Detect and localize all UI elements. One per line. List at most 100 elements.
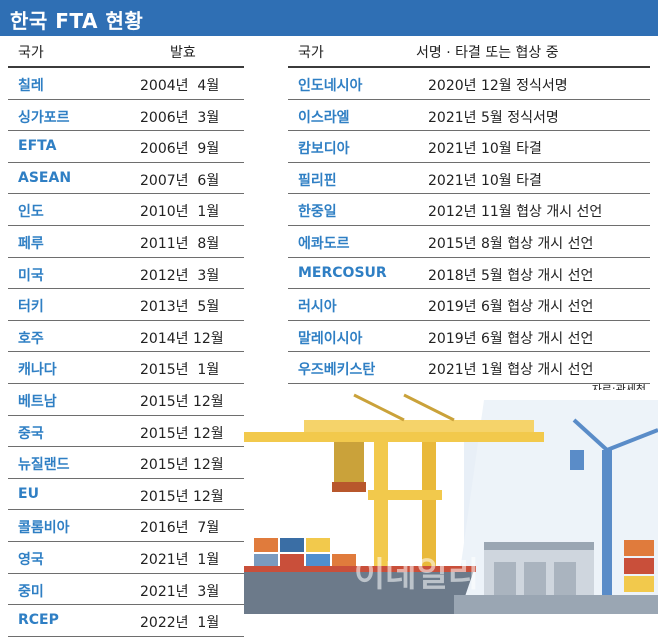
page-title: 한국 FTA 현황 bbox=[10, 9, 144, 33]
country-name: RCEP bbox=[18, 612, 59, 629]
table-row: 베트남 2015년 12월 bbox=[8, 384, 244, 416]
country-name: 중국 bbox=[18, 425, 44, 442]
title-bar: 한국 FTA 현황 bbox=[0, 0, 658, 36]
table-row: 우즈베키스탄 2021년 1월 협상 개시 선언 bbox=[288, 352, 650, 384]
table-row: MERCOSUR 2018년 5월 협상 개시 선언 bbox=[288, 258, 650, 290]
country-name: 우즈베키스탄 bbox=[298, 362, 376, 379]
country-name: MERCOSUR bbox=[298, 264, 387, 281]
status-text: 2018년 5월 협상 개시 선언 bbox=[428, 267, 594, 284]
effective-date: 2016년 7월 bbox=[140, 520, 220, 537]
status-text: 2019년 6월 협상 개시 선언 bbox=[428, 299, 594, 316]
table-row: EFTA 2006년 9월 bbox=[8, 131, 244, 163]
effective-date: 2015년 12월 bbox=[140, 488, 224, 505]
effective-date-column-header: 발효 bbox=[170, 45, 196, 61]
country-column-header: 국가 bbox=[18, 45, 44, 61]
effective-date: 2015년 12월 bbox=[140, 425, 224, 442]
table-row: 콜롬비아 2016년 7월 bbox=[8, 510, 244, 542]
effective-date: 2021년 1월 bbox=[140, 551, 220, 568]
country-name: 터키 bbox=[18, 299, 44, 316]
container-stack bbox=[254, 538, 654, 592]
watermark-text: 이데일리 bbox=[354, 555, 479, 595]
effective-date: 2013년 5월 bbox=[140, 299, 220, 316]
table-row: ASEAN 2007년 6월 bbox=[8, 163, 244, 195]
status-text: 2021년 10월 타결 bbox=[428, 172, 542, 189]
status-column-header: 서명 · 타결 또는 협상 중 bbox=[416, 45, 559, 61]
table-row: 영국 2021년 1월 bbox=[8, 542, 244, 574]
table-row: 중국 2015년 12월 bbox=[8, 416, 244, 448]
effective-date: 2015년 1월 bbox=[140, 362, 220, 379]
table-row: 싱가포르 2006년 3월 bbox=[8, 100, 244, 132]
table-row: EU 2015년 12월 bbox=[8, 479, 244, 511]
table-row: 뉴질랜드 2015년 12월 bbox=[8, 447, 244, 479]
table-row: 캐나다 2015년 1월 bbox=[8, 352, 244, 384]
country-name: 콜롬비아 bbox=[18, 520, 70, 537]
table-row: 호주 2014년 12월 bbox=[8, 321, 244, 353]
country-name: 캐나다 bbox=[18, 362, 57, 379]
table-row: 칠레 2004년 4월 bbox=[8, 68, 244, 100]
status-text: 2015년 8월 협상 개시 선언 bbox=[428, 235, 594, 252]
country-name: 호주 bbox=[18, 330, 44, 347]
table-row: 이스라엘 2021년 5월 정식서명 bbox=[288, 100, 650, 132]
country-name: EFTA bbox=[18, 138, 57, 155]
country-name: 필리핀 bbox=[298, 172, 337, 189]
country-name: 싱가포르 bbox=[18, 109, 70, 126]
table-row: 에콰도르 2015년 8월 협상 개시 선언 bbox=[288, 226, 650, 258]
table-row: 러시아 2019년 6월 협상 개시 선언 bbox=[288, 289, 650, 321]
country-name: 말레이시아 bbox=[298, 330, 363, 347]
effective-date: 2004년 4월 bbox=[140, 78, 220, 94]
country-name: ASEAN bbox=[18, 169, 72, 186]
effective-date: 2007년 6월 bbox=[140, 172, 220, 189]
effective-date: 2011년 8월 bbox=[140, 235, 220, 252]
table-row: 인도 2010년 1월 bbox=[8, 194, 244, 226]
country-name: 칠레 bbox=[18, 78, 44, 94]
country-name: 중미 bbox=[18, 583, 44, 600]
table-row: 인도네시아 2020년 12월 정식서명 bbox=[288, 68, 650, 100]
table-row: 터키 2013년 5월 bbox=[8, 289, 244, 321]
effective-date: 2014년 12월 bbox=[140, 330, 224, 347]
effective-date: 2010년 1월 bbox=[140, 204, 220, 221]
warehouse bbox=[484, 542, 594, 600]
country-name: 페루 bbox=[18, 235, 44, 252]
port-illustration: 이데일리 bbox=[244, 390, 658, 614]
status-text: 2021년 1월 협상 개시 선언 bbox=[428, 362, 594, 379]
country-name: 뉴질랜드 bbox=[18, 457, 70, 474]
country-name: 한중일 bbox=[298, 204, 337, 221]
effective-table-header: 국가 발효 bbox=[8, 36, 244, 68]
country-name: 인도 bbox=[18, 204, 44, 221]
status-text: 2021년 10월 타결 bbox=[428, 141, 542, 158]
effective-date: 2015년 12월 bbox=[140, 457, 224, 474]
country-name: 러시아 bbox=[298, 299, 337, 316]
table-row: 미국 2012년 3월 bbox=[8, 258, 244, 290]
cargo-ship bbox=[244, 566, 476, 614]
country-name: 베트남 bbox=[18, 393, 57, 410]
table-row: RCEP 2022년 1월 bbox=[8, 605, 244, 637]
effective-date: 2006년 3월 bbox=[140, 109, 220, 126]
country-column-header: 국가 bbox=[298, 45, 324, 61]
country-name: 영국 bbox=[18, 551, 44, 568]
gantry-crane bbox=[244, 393, 544, 592]
effective-date: 2006년 9월 bbox=[140, 141, 220, 158]
status-text: 2021년 5월 정식서명 bbox=[428, 109, 559, 126]
status-text: 2012년 11월 협상 개시 선언 bbox=[428, 204, 603, 221]
country-name: 에콰도르 bbox=[298, 235, 350, 252]
status-text: 2019년 6월 협상 개시 선언 bbox=[428, 330, 594, 347]
status-text: 2020년 12월 정식서명 bbox=[428, 78, 568, 94]
table-row: 캄보디아 2021년 10월 타결 bbox=[288, 131, 650, 163]
country-name: 캄보디아 bbox=[298, 141, 350, 158]
table-row: 중미 2021년 3월 bbox=[8, 574, 244, 606]
table-row: 페루 2011년 8월 bbox=[8, 226, 244, 258]
table-row: 한중일 2012년 11월 협상 개시 선언 bbox=[288, 194, 650, 226]
country-name: 미국 bbox=[18, 267, 44, 284]
country-name: 인도네시아 bbox=[298, 78, 363, 94]
pending-table-header: 국가 서명 · 타결 또는 협상 중 bbox=[288, 36, 650, 68]
table-row: 필리핀 2021년 10월 타결 bbox=[288, 163, 650, 195]
effective-date: 2012년 3월 bbox=[140, 267, 220, 284]
effective-date: 2021년 3월 bbox=[140, 583, 220, 600]
effective-date: 2015년 12월 bbox=[140, 393, 224, 410]
country-name: EU bbox=[18, 485, 39, 502]
small-crane bbox=[570, 418, 658, 600]
table-row: 말레이시아 2019년 6월 협상 개시 선언 bbox=[288, 321, 650, 353]
effective-date: 2022년 1월 bbox=[140, 615, 220, 632]
